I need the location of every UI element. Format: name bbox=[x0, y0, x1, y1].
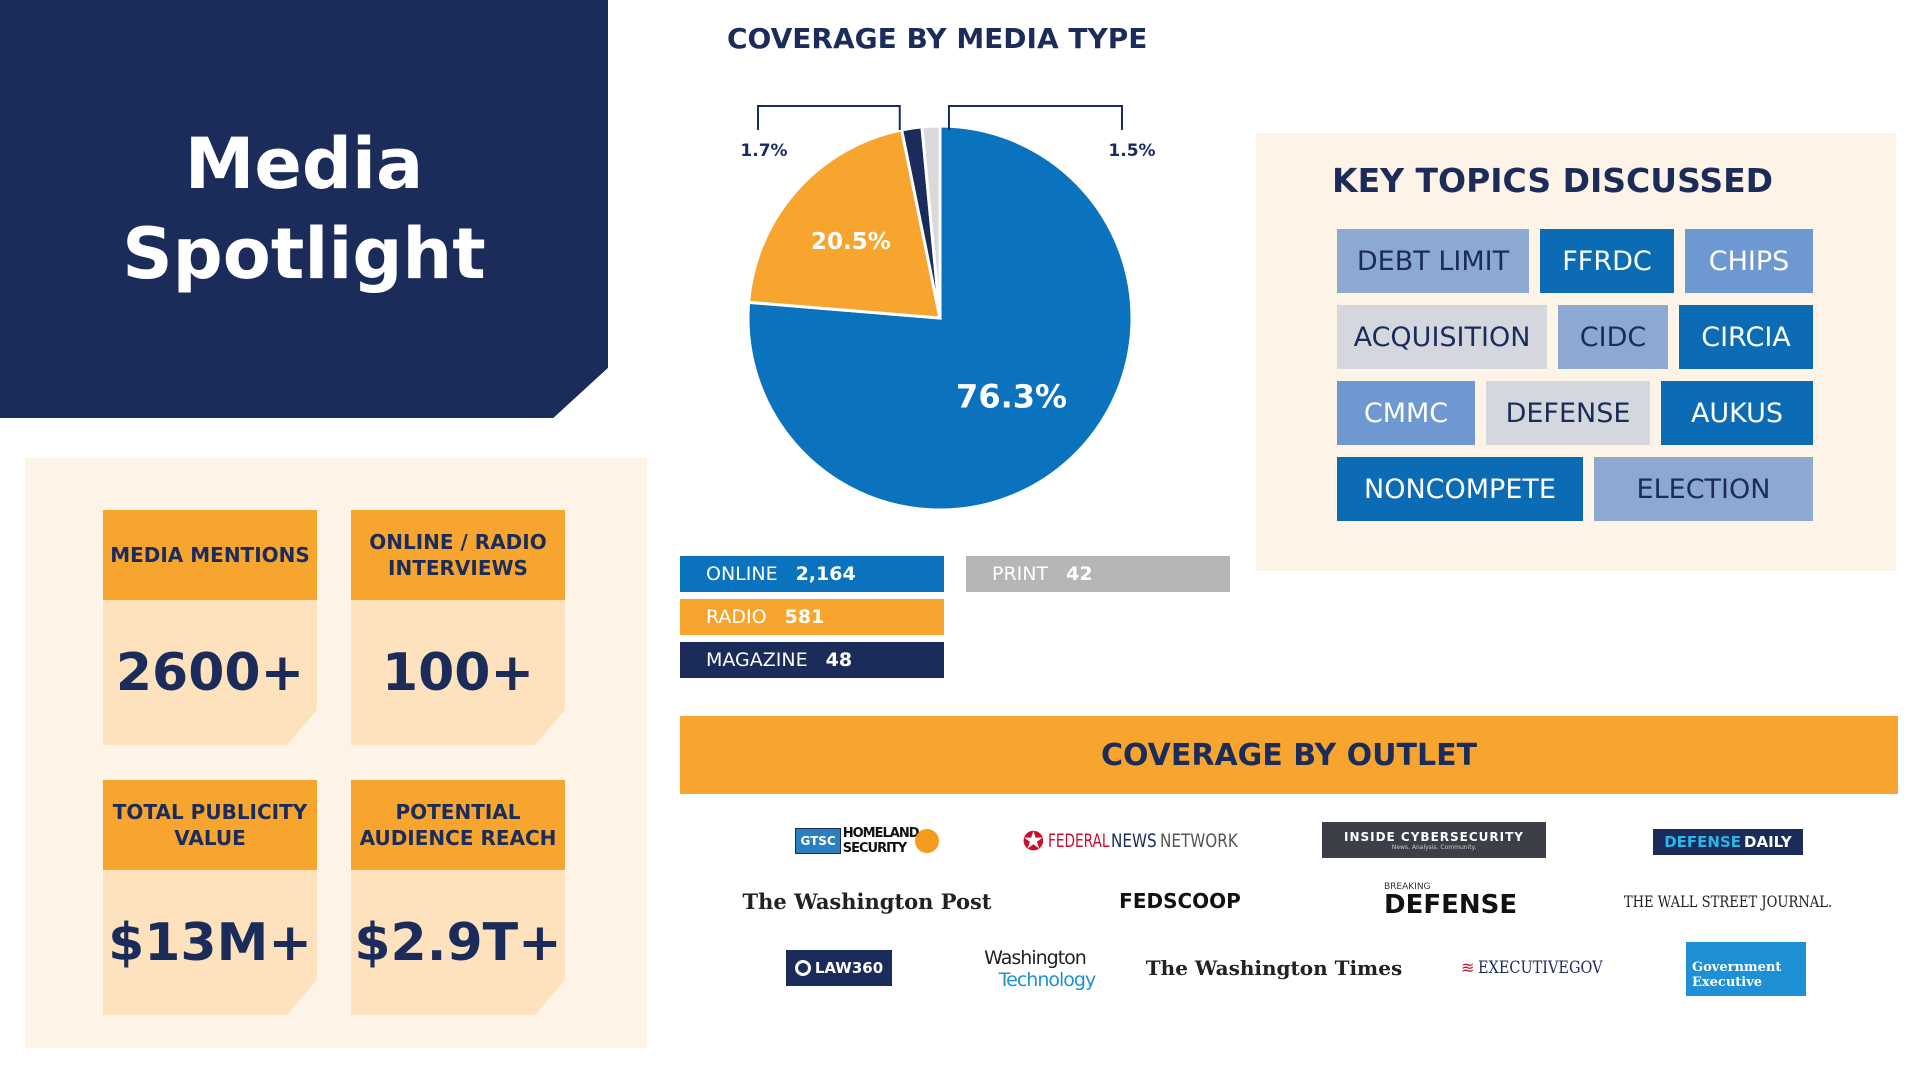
logo-inside-cybersecurity: INSIDE CYBERSECURITY News. Analysis. Com… bbox=[1322, 822, 1546, 858]
breaking-text: BREAKING bbox=[1384, 882, 1431, 892]
logo-fedscoop: FEDSCOOP bbox=[1119, 889, 1241, 913]
page-title: Media Spotlight bbox=[122, 119, 485, 299]
stats-panel: MEDIA MENTIONS 2600+ ONLINE / RADIO INTE… bbox=[25, 458, 647, 1048]
topic-chip: NONCOMPETE bbox=[1337, 457, 1583, 521]
stat-value: 2600+ bbox=[103, 600, 317, 745]
flag-icon: ≋ bbox=[1461, 960, 1475, 977]
legend-count: 42 bbox=[1066, 563, 1093, 585]
stat-card-audience-reach: POTENTIAL AUDIENCE REACH $2.9T+ bbox=[351, 780, 565, 1015]
topic-chip: CIRCIA bbox=[1679, 305, 1813, 369]
fnn-federal-text: FEDERAL bbox=[1048, 830, 1110, 852]
security-text: SECURITY bbox=[842, 841, 907, 856]
topic-chip: CIDC bbox=[1558, 305, 1668, 369]
stat-card-publicity-value: TOTAL PUBLICITY VALUE $13M+ bbox=[103, 780, 317, 1015]
logo-breaking-defense: BREAKING DEFENSE bbox=[1378, 878, 1538, 922]
stat-value: $2.9T+ bbox=[351, 870, 565, 1015]
outlet-banner-title: COVERAGE BY OUTLET bbox=[1100, 737, 1478, 773]
page-title-line2: Spotlight bbox=[122, 213, 486, 295]
topic-chip: DEFENSE bbox=[1486, 381, 1650, 445]
logo-washington-post: The Washington Post bbox=[742, 888, 992, 914]
homeland-security-wordmark: HOMELAND SECURITY bbox=[842, 826, 920, 856]
logo-wall-street-journal: THE WALL STREET JOURNAL. bbox=[1623, 891, 1833, 911]
topic-chip: CMMC bbox=[1337, 381, 1475, 445]
legend-print: PRINT 42 bbox=[966, 556, 1230, 592]
wt-washington-text: Washington bbox=[984, 947, 1087, 969]
topic-chip: FFRDC bbox=[1540, 229, 1674, 293]
law360-text: LAW360 bbox=[814, 959, 884, 977]
pie-slice-print bbox=[920, 124, 942, 319]
logo-washington-technology: Washington Technology bbox=[960, 944, 1110, 994]
title-panel: Media Spotlight bbox=[0, 0, 608, 418]
legend-count: 48 bbox=[825, 649, 853, 671]
topic-chip: ACQUISITION bbox=[1337, 305, 1547, 369]
wt-technology-text: Technology bbox=[998, 969, 1096, 991]
executivegov-text: EXECUTIVEGOV bbox=[1478, 958, 1603, 978]
key-topics-panel: KEY TOPICS DISCUSSED DEBT LIMIT FFRDC CH… bbox=[1256, 133, 1896, 571]
stat-label: MEDIA MENTIONS bbox=[103, 510, 317, 600]
legend-name: RADIO bbox=[706, 606, 767, 628]
pie-label-magazine: 1.7% bbox=[740, 141, 787, 161]
pie-slice-radio bbox=[747, 128, 942, 320]
legend-name: MAGAZINE bbox=[706, 649, 808, 671]
callout-bracket-print bbox=[947, 105, 1123, 130]
fnn-star-icon: ✪ bbox=[1022, 825, 1045, 856]
defense-daily-defense-text: DEFENSE bbox=[1664, 833, 1742, 851]
callout-bracket-magazine bbox=[757, 105, 901, 130]
legend-online: ONLINE 2,164 bbox=[680, 556, 944, 592]
legend-magazine: MAGAZINE 48 bbox=[680, 642, 944, 678]
stat-label: ONLINE / RADIO INTERVIEWS bbox=[351, 510, 565, 600]
orange-circle-icon bbox=[914, 829, 939, 853]
stat-card-interviews: ONLINE / RADIO INTERVIEWS 100+ bbox=[351, 510, 565, 745]
logo-federal-news-network: ✪ FEDERAL NEWS NETWORK bbox=[1022, 826, 1240, 856]
key-topics-title: KEY TOPICS DISCUSSED bbox=[1332, 161, 1774, 200]
govexec-line2: Executive bbox=[1692, 975, 1763, 990]
coverage-by-outlet-banner: COVERAGE BY OUTLET bbox=[680, 716, 1898, 794]
logo-washington-times: The Washington Times bbox=[1145, 956, 1403, 980]
pie-label-print: 1.5% bbox=[1108, 141, 1155, 161]
govexec-line1: Government bbox=[1692, 960, 1782, 975]
law360-circle-icon bbox=[794, 960, 811, 976]
legend-count: 581 bbox=[784, 606, 825, 628]
topic-chip: ELECTION bbox=[1594, 457, 1813, 521]
pie-label-radio: 20.5% bbox=[811, 229, 891, 255]
stat-label: TOTAL PUBLICITY VALUE bbox=[103, 780, 317, 870]
fnn-network-text: NETWORK bbox=[1160, 830, 1239, 852]
logo-law360: LAW360 bbox=[786, 950, 892, 986]
stat-value: 100+ bbox=[351, 600, 565, 745]
gtsc-logo-mark: GTSC bbox=[795, 828, 841, 854]
chart-title: COVERAGE BY MEDIA TYPE bbox=[727, 22, 1148, 55]
legend-name: PRINT bbox=[992, 563, 1049, 585]
logo-executivegov: ≋ EXECUTIVEGOV bbox=[1461, 954, 1618, 982]
stat-value: $13M+ bbox=[103, 870, 317, 1015]
inside-cyber-tagline: News. Analysis. Community. bbox=[1391, 843, 1477, 851]
pie-label-online: 76.3% bbox=[956, 378, 1067, 416]
legend-radio: RADIO 581 bbox=[680, 599, 944, 635]
logo-gtsc-homeland-security: GTSC HOMELAND SECURITY bbox=[780, 826, 954, 856]
topic-chip: CHIPS bbox=[1685, 229, 1813, 293]
stat-label: POTENTIAL AUDIENCE REACH bbox=[351, 780, 565, 870]
homeland-text: HOMELAND bbox=[842, 826, 920, 841]
logo-government-executive: Government Executive bbox=[1686, 942, 1806, 996]
media-type-pie-chart: 76.3% 20.5% 1.7% 1.5% bbox=[740, 105, 1156, 512]
stat-card-media-mentions: MEDIA MENTIONS 2600+ bbox=[103, 510, 317, 745]
page-title-line1: Media bbox=[184, 123, 424, 205]
fnn-news-text: NEWS bbox=[1111, 830, 1157, 852]
topic-chip: DEBT LIMIT bbox=[1337, 229, 1529, 293]
legend-count: 2,164 bbox=[795, 563, 856, 585]
inside-cyber-text: INSIDE CYBERSECURITY bbox=[1343, 829, 1524, 844]
topic-chip: AUKUS bbox=[1661, 381, 1813, 445]
logo-defense-daily: DEFENSE DAILY bbox=[1653, 829, 1803, 855]
breaking-defense-text: DEFENSE bbox=[1384, 890, 1518, 920]
defense-daily-daily-text: DAILY bbox=[1744, 833, 1792, 851]
legend-name: ONLINE bbox=[706, 563, 778, 585]
